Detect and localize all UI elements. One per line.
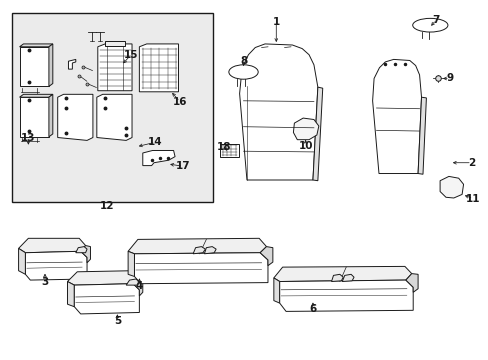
Polygon shape [126, 279, 139, 285]
Polygon shape [67, 271, 138, 285]
Polygon shape [273, 278, 279, 303]
Polygon shape [49, 94, 53, 137]
Polygon shape [312, 87, 322, 181]
Polygon shape [142, 150, 175, 166]
Polygon shape [133, 278, 142, 296]
Text: 8: 8 [240, 56, 246, 66]
Polygon shape [128, 238, 266, 254]
Text: 6: 6 [309, 304, 316, 314]
Bar [12, 13, 212, 202]
Polygon shape [273, 266, 411, 282]
Polygon shape [405, 274, 417, 292]
Polygon shape [67, 282, 74, 307]
Polygon shape [19, 238, 85, 253]
Text: 17: 17 [176, 161, 190, 171]
Text: 4: 4 [135, 281, 143, 291]
Polygon shape [20, 47, 49, 86]
Text: 3: 3 [41, 276, 48, 287]
Polygon shape [239, 44, 317, 180]
Text: 9: 9 [446, 73, 452, 84]
Polygon shape [372, 59, 421, 174]
Polygon shape [260, 247, 272, 266]
Polygon shape [68, 59, 76, 69]
Polygon shape [128, 251, 134, 276]
Polygon shape [139, 44, 178, 92]
Text: 12: 12 [99, 201, 114, 211]
Ellipse shape [412, 18, 447, 32]
Polygon shape [20, 94, 53, 97]
Polygon shape [20, 44, 53, 47]
Text: 16: 16 [172, 96, 187, 107]
Polygon shape [105, 41, 124, 46]
Text: 14: 14 [148, 137, 163, 147]
Polygon shape [134, 253, 267, 284]
Polygon shape [220, 144, 238, 157]
Polygon shape [342, 274, 353, 282]
Polygon shape [279, 280, 412, 311]
Polygon shape [19, 248, 25, 274]
Ellipse shape [228, 65, 258, 79]
Polygon shape [97, 94, 132, 140]
Polygon shape [331, 274, 343, 282]
Polygon shape [417, 97, 426, 174]
Text: 5: 5 [114, 316, 121, 326]
Polygon shape [439, 176, 463, 198]
Text: 1: 1 [272, 17, 279, 27]
Polygon shape [25, 251, 87, 280]
Polygon shape [204, 247, 216, 254]
Text: 11: 11 [465, 194, 480, 204]
Polygon shape [20, 97, 49, 137]
Text: 7: 7 [431, 15, 439, 25]
Polygon shape [293, 118, 318, 140]
Polygon shape [58, 94, 93, 140]
Text: 13: 13 [21, 132, 36, 143]
Text: 18: 18 [216, 142, 231, 152]
Polygon shape [193, 247, 205, 254]
Polygon shape [76, 247, 87, 253]
Polygon shape [81, 246, 90, 263]
Text: 10: 10 [298, 141, 312, 151]
Text: 2: 2 [468, 158, 474, 168]
Polygon shape [49, 44, 53, 86]
Polygon shape [98, 44, 132, 91]
Polygon shape [74, 284, 139, 314]
Text: 15: 15 [123, 50, 138, 60]
